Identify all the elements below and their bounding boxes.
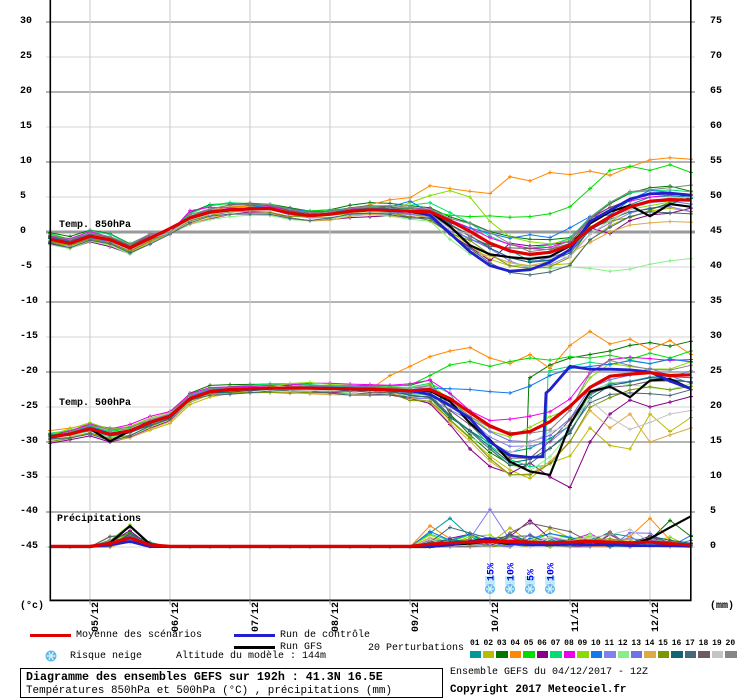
- svg-text:15%: 15%: [487, 563, 498, 581]
- svg-text:10%: 10%: [507, 563, 518, 581]
- svg-text:10%: 10%: [547, 563, 558, 581]
- svg-text:5%: 5%: [527, 569, 538, 581]
